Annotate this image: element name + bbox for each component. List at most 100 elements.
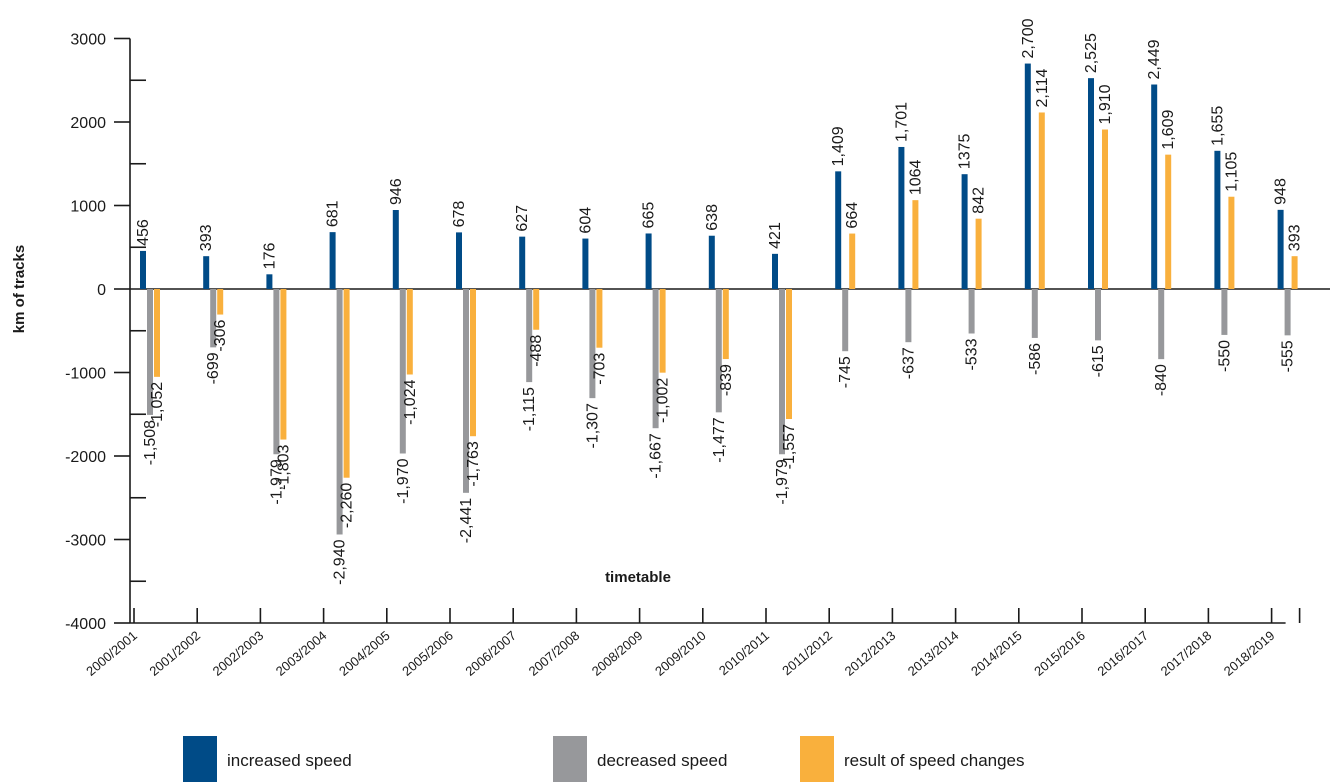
data-label: -306: [212, 319, 229, 351]
bar-increased-speed: [835, 171, 842, 289]
data-label: 638: [704, 204, 721, 231]
data-label: -745: [837, 356, 854, 388]
data-label: -1,970: [395, 458, 412, 503]
data-label: -2,940: [332, 539, 349, 584]
bar-increased-speed: [1214, 150, 1221, 289]
bar-result-of-speed-changes: [1165, 154, 1172, 289]
x-tick-label: 2016/2017: [1094, 628, 1151, 679]
data-label: 842: [971, 187, 988, 214]
bar-increased-speed: [1151, 84, 1158, 289]
bar-result-of-speed-changes: [596, 289, 603, 348]
bar-result-of-speed-changes: [659, 289, 666, 373]
data-label: -1,052: [149, 382, 166, 427]
data-label: -1,307: [584, 403, 601, 448]
x-tick-label: 2014/2015: [968, 628, 1025, 679]
bar-decreased-speed: [1031, 289, 1038, 338]
data-label: -1,979: [268, 459, 285, 504]
legend-label: decreased speed: [597, 751, 727, 770]
y-tick-label: 1000: [70, 199, 106, 216]
data-label: 681: [325, 200, 342, 227]
x-tick-label: 2000/2001: [83, 628, 140, 679]
bar-increased-speed: [329, 232, 336, 289]
bar-result-of-speed-changes: [1102, 129, 1108, 289]
y-tick-label: -3000: [65, 533, 106, 550]
data-label: 1,609: [1160, 110, 1177, 150]
bar-decreased-speed: [1284, 289, 1291, 336]
bar-increased-speed: [266, 274, 273, 289]
data-label: -1,508: [142, 420, 159, 465]
data-label: 2,449: [1146, 39, 1163, 79]
data-label: 1,655: [1209, 106, 1226, 146]
bar-decreased-speed: [463, 289, 469, 493]
data-label: 1,910: [1097, 84, 1114, 124]
data-label: 1,409: [830, 126, 847, 166]
x-tick-label: 2003/2004: [273, 628, 330, 679]
bar-increased-speed: [582, 238, 589, 289]
bar-increased-speed: [645, 233, 652, 289]
x-axis-title: timetable: [605, 569, 671, 586]
data-label: 1,701: [893, 102, 910, 142]
bar-decreased-speed: [399, 289, 406, 454]
data-label: -703: [591, 353, 608, 385]
data-label: 1375: [957, 133, 974, 169]
bar-decreased-speed: [1095, 289, 1101, 341]
legend-swatch: [183, 736, 217, 782]
data-label: 1,105: [1223, 152, 1240, 192]
bar-decreased-speed: [905, 289, 912, 343]
x-tick-label: 2005/2006: [399, 628, 456, 679]
bar-increased-speed: [708, 235, 715, 289]
data-label: -2,441: [458, 498, 475, 543]
bar-decreased-speed: [1158, 289, 1165, 360]
bar-increased-speed: [961, 174, 968, 289]
bar-result-of-speed-changes: [533, 289, 540, 330]
data-label: -1,024: [402, 379, 419, 424]
data-label: -1,477: [711, 417, 728, 462]
bar-result-of-speed-changes: [406, 289, 413, 375]
x-tick-label: 2002/2003: [210, 628, 267, 679]
bar-result-of-speed-changes: [470, 289, 476, 437]
bar-decreased-speed: [273, 289, 280, 455]
data-label: 678: [451, 201, 468, 228]
bar-result-of-speed-changes: [912, 200, 919, 289]
data-labels: 456 393 176 681 946 678 627 604 665 638 421 1,409 1,…: [135, 18, 1304, 584]
data-label: 393: [198, 224, 215, 251]
data-label: 665: [641, 202, 658, 229]
x-tick-label: 2013/2014: [905, 628, 962, 679]
data-label: -1,803: [275, 444, 292, 489]
x-tick-label: 2011/2012: [779, 628, 835, 678]
bar-result-of-speed-changes: [154, 289, 160, 377]
bar-decreased-speed: [968, 289, 975, 334]
data-label: -533: [964, 338, 981, 370]
data-label: 393: [1287, 224, 1304, 251]
bar-result-of-speed-changes: [1228, 196, 1235, 289]
bar-increased-speed: [1024, 63, 1031, 289]
bar-result-of-speed-changes: [343, 289, 350, 478]
data-label: -1,979: [774, 459, 791, 504]
data-label: -1,115: [521, 387, 538, 431]
bar-decreased-speed: [842, 289, 849, 352]
bar-result-of-speed-changes: [280, 289, 287, 440]
data-label: -550: [1216, 340, 1233, 372]
x-tick-label: 2015/2016: [1031, 628, 1088, 679]
data-label: -555: [1280, 340, 1297, 372]
bar-increased-speed: [456, 232, 462, 289]
x-tick-label: 2007/2008: [526, 628, 583, 679]
x-tick-label: 2006/2007: [462, 628, 519, 679]
bar-result-of-speed-changes: [849, 233, 856, 289]
data-label: 946: [388, 178, 405, 205]
bar-decreased-speed: [589, 289, 596, 399]
bar-decreased-speed: [715, 289, 722, 413]
y-axis-title: km of tracks: [11, 245, 28, 333]
y-tick-label: -1000: [65, 366, 106, 383]
bar-result-of-speed-changes: [217, 289, 224, 315]
bar-decreased-speed: [1221, 289, 1228, 335]
x-tick-label: 2008/2009: [589, 628, 646, 679]
data-label: 421: [767, 222, 784, 249]
bar-result-of-speed-changes: [786, 289, 792, 420]
data-label: -1,667: [648, 433, 665, 478]
x-tick-label: 2017/2018: [1158, 628, 1215, 679]
bar-increased-speed: [898, 146, 905, 289]
y-tick-label: -4000: [65, 616, 106, 633]
bar-increased-speed: [772, 253, 778, 289]
